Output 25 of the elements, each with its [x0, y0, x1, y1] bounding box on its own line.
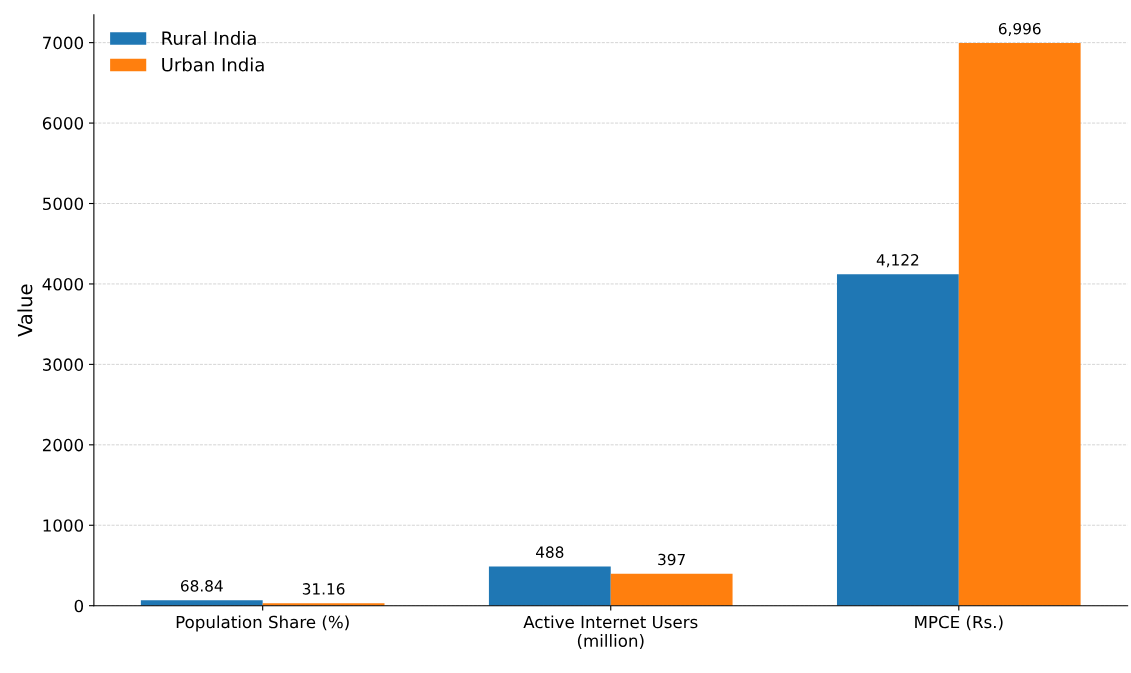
- y-tick-label: 6000: [42, 117, 84, 130]
- y-tick-label: 0: [74, 599, 84, 613]
- x-tick-label: Active Internet Users (million): [523, 615, 698, 649]
- y-tick-label: 5000: [43, 197, 84, 211]
- y-tick-label: 3000: [43, 358, 84, 371]
- data-label: 397: [658, 553, 685, 566]
- y-tick-label: 4000: [42, 277, 84, 291]
- data-label: 6,996: [998, 22, 1041, 36]
- y-tick-label: 7000: [43, 36, 84, 50]
- bar: [836, 274, 959, 606]
- legend-label: Urban India: [162, 57, 264, 72]
- bar: [488, 566, 611, 606]
- x-tick-label: Population Share (%): [176, 615, 349, 632]
- y-axis-title: Value: [17, 284, 33, 337]
- y-tick-label: 2000: [42, 438, 84, 452]
- x-tick-label: MPCE (Rs.): [915, 615, 1003, 631]
- data-label: 4,122: [876, 254, 919, 268]
- bar: [140, 600, 263, 606]
- y-tick-label: 1000: [43, 519, 84, 532]
- bar: [958, 42, 1081, 606]
- legend-label: Rural India: [162, 31, 256, 46]
- bar: [610, 573, 733, 606]
- data-label: 68.84: [180, 580, 223, 592]
- data-label: 488: [536, 546, 564, 558]
- data-label: 31.16: [302, 583, 345, 595]
